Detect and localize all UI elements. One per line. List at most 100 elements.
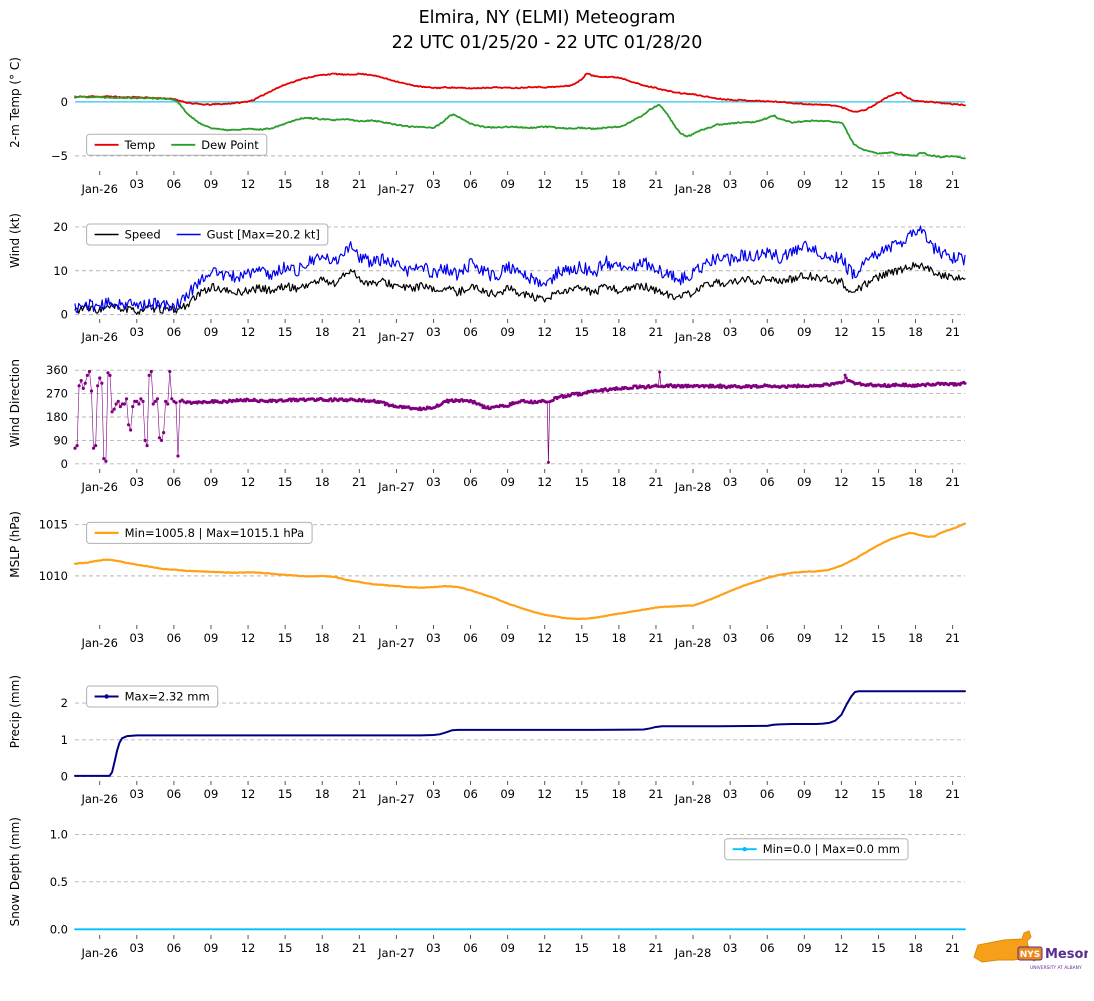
x-tick-label: 18 [315, 631, 330, 645]
x-tick-label: 03 [129, 941, 144, 955]
legend-label: Min=1005.8 | Max=1015.1 hPa [125, 526, 305, 540]
mslp-mslp-line [73, 522, 967, 620]
y-tick-label: 90 [53, 433, 68, 447]
x-tick-label: 15 [871, 941, 886, 955]
x-tick-label: 21 [649, 325, 664, 339]
y-tick-label: 2 [61, 696, 68, 710]
x-tick-label: 12 [834, 177, 849, 191]
x-tick-label: 06 [167, 941, 182, 955]
figure-title: Elmira, NY (ELMI) Meteogram [418, 8, 676, 28]
y-tick-label: −5 [51, 149, 68, 163]
x-tick-label: 15 [574, 177, 589, 191]
x-tick-label: 06 [463, 475, 478, 489]
y-tick-label: 360 [46, 363, 68, 377]
x-tick-label: 15 [278, 941, 293, 955]
x-tick-label: 15 [574, 325, 589, 339]
mslp-legend: Min=1005.8 | Max=1015.1 hPa [86, 521, 313, 544]
x-tick-label: 09 [204, 941, 219, 955]
x-tick-label: 12 [241, 787, 256, 801]
y-tick-label: 1010 [39, 569, 68, 583]
x-tick-label: 12 [537, 475, 552, 489]
x-tick-label: 15 [278, 325, 293, 339]
x-tick-label: 03 [723, 941, 738, 955]
x-tick-label: 12 [537, 787, 552, 801]
x-tick-label: 06 [760, 475, 775, 489]
x-tick-label: 12 [241, 177, 256, 191]
x-tick-label: 09 [204, 631, 219, 645]
x-tick-label: 21 [945, 325, 960, 339]
x-tick-label: Jan-28 [674, 792, 712, 806]
legend-box [724, 837, 909, 860]
logo-tagline: UNIVERSITY AT ALBANY [1030, 965, 1082, 971]
x-tick-label: 06 [167, 325, 182, 339]
x-tick-label: Jan-28 [674, 946, 712, 960]
x-tick-label: 18 [612, 631, 627, 645]
legend-label: Dew Point [201, 138, 259, 152]
wind-chart: 0 10 20 Jan-26 03 06 09 12 15 18 21 Jan-27 03 06 09 12 1… [53, 220, 966, 344]
x-tick-label: 15 [278, 631, 293, 645]
x-tick-label: Jan-26 [80, 636, 118, 650]
x-tick-label: 12 [537, 941, 552, 955]
nys-badge [1017, 946, 1043, 961]
logo-mesonet-text: Mesonet [1045, 947, 1088, 962]
x-tick-label: 09 [500, 325, 515, 339]
x-tick-label: 21 [352, 631, 367, 645]
legend-box [86, 521, 313, 544]
x-tick-label: Jan-27 [377, 480, 415, 494]
x-tick-label: 06 [463, 631, 478, 645]
x-tick-label: 03 [723, 787, 738, 801]
x-tick-label: 09 [204, 787, 219, 801]
x-tick-label: Jan-26 [80, 946, 118, 960]
x-tick-label: 15 [871, 787, 886, 801]
legend-label: Gust [Max=20.2 kt] [207, 227, 320, 241]
y-tick-label: 0.0 [50, 922, 68, 936]
precip-panel: Precip (mm) 0 1 2 Jan-26 03 06 09 12 15 18 21 Jan-2… [0, 675, 1094, 811]
x-tick-label: 03 [129, 325, 144, 339]
x-tick-label: 03 [426, 631, 441, 645]
wind-panel: Wind (kt) 0 10 20 Jan-26 03 06 09 12 15 18 21 Jan-2… [0, 213, 1094, 349]
x-tick-label: 15 [871, 631, 886, 645]
x-tick-label: 21 [352, 177, 367, 191]
x-tick-label: 06 [760, 631, 775, 645]
x-tick-label: 06 [463, 941, 478, 955]
x-tick-label: 03 [129, 177, 144, 191]
x-tick-label: Jan-27 [377, 946, 415, 960]
x-tick-label: Jan-27 [377, 330, 415, 344]
legend-sample-marker [104, 694, 109, 699]
x-tick-label: 09 [500, 787, 515, 801]
x-tick-label: 12 [241, 475, 256, 489]
x-tick-label: 12 [834, 941, 849, 955]
x-tick-label: 03 [426, 325, 441, 339]
x-tick-label: Jan-28 [674, 330, 712, 344]
x-tick-label: 15 [871, 325, 886, 339]
legend-box [86, 223, 329, 246]
x-tick-label: 18 [908, 325, 923, 339]
x-tick-label: Jan-27 [377, 636, 415, 650]
y-tick-label: 0 [61, 95, 68, 109]
x-tick-label: 06 [463, 177, 478, 191]
figure-title-block: Elmira, NY (ELMI) Meteogram 22 UTC 01/25… [0, 0, 1094, 57]
x-tick-label: 09 [500, 631, 515, 645]
x-tick-label: 18 [612, 941, 627, 955]
x-tick-label: 15 [574, 941, 589, 955]
legend-label: Temp [124, 138, 156, 152]
wind-speed-line [74, 261, 966, 315]
winddir-dir-variable-points [73, 369, 186, 463]
x-tick-label: 21 [352, 475, 367, 489]
x-tick-label: Jan-26 [80, 792, 118, 806]
precip-precip-line [74, 690, 966, 777]
snow-depth-panel: Snow Depth (mm) 0.0 0.5 1.0 Jan-26 03 06 09 12 1… [0, 817, 1094, 965]
x-tick-label: 21 [649, 475, 664, 489]
x-tick-label: 15 [278, 475, 293, 489]
x-tick-label: 18 [612, 177, 627, 191]
x-tick-label: 21 [945, 787, 960, 801]
wind-gust-line [74, 225, 966, 313]
y-tick-label: 1015 [39, 517, 68, 531]
logo-nys-text: NYS [1020, 950, 1041, 960]
x-tick-label: 12 [834, 475, 849, 489]
precip-legend: Max=2.32 mm [86, 685, 219, 708]
x-tick-label: 15 [278, 177, 293, 191]
x-tick-label: 21 [649, 941, 664, 955]
legend-box [86, 685, 219, 708]
